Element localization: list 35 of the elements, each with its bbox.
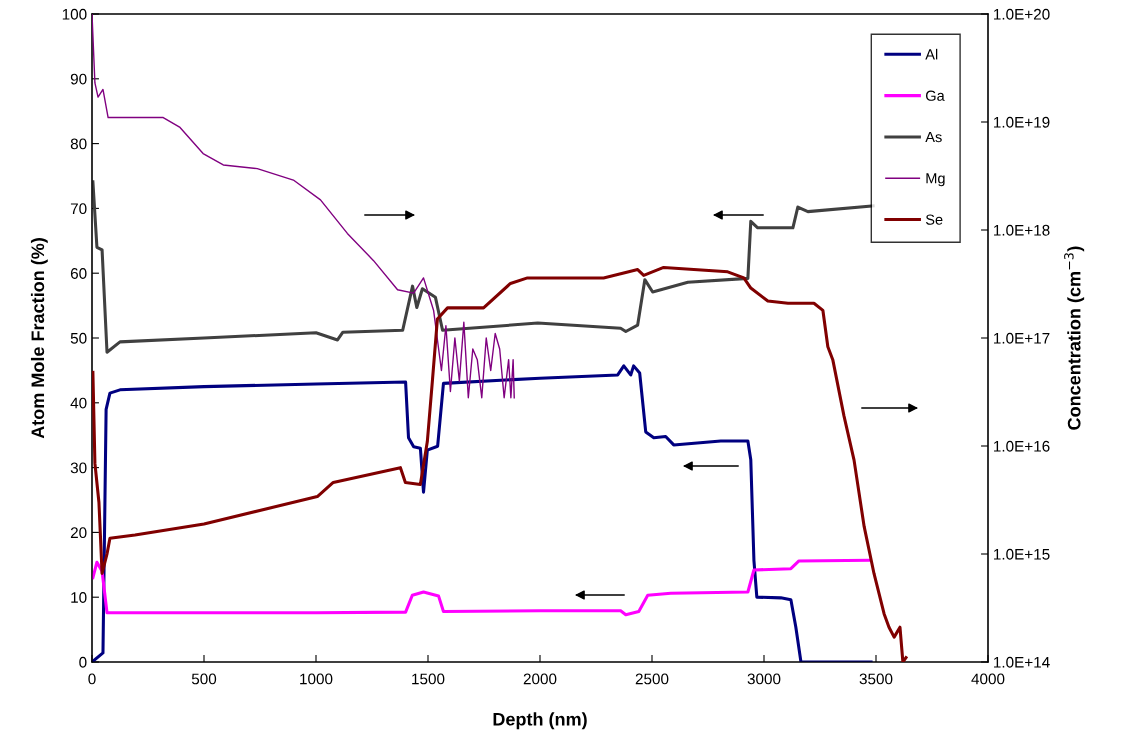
y2-tick-label: 1.0E+19 [994,116,1050,128]
x-tick-label: 4000 [971,673,1005,685]
y-tick-label: 50 [70,332,87,344]
legend-label: As [925,131,942,143]
x-tick-label: 3500 [859,673,893,685]
y-axis-title: Atom Mole Fraction (%) [30,238,48,439]
legend-label: Al [925,48,938,60]
y2-tick-label: 1.0E+18 [994,224,1050,236]
y2-axis-title: Concentration (cm$^{−3}$) [1064,246,1085,430]
y-tick-label: 60 [70,268,87,279]
legend-label: Ga [925,90,945,101]
y-tick-label: 40 [70,397,87,409]
y2-tick-label: 1.0E+14 [994,656,1050,668]
y-tick-label: 80 [70,138,87,150]
y2-tick-label: 1.0E+15 [994,548,1050,560]
y2-tick-label: 1.0E+16 [994,440,1050,452]
y-tick-label: 0 [79,656,87,668]
y-tick-label: 30 [70,462,87,474]
y-tick-label: 10 [71,592,87,603]
y-tick-label: 20 [70,527,87,539]
y2-tick-label: 1.0E+20 [994,8,1050,20]
x-tick-label: 2000 [523,673,557,685]
legend-label: Mg [926,173,945,187]
y-tick-label: 70 [70,203,87,215]
x-tick-label: 1500 [412,673,445,685]
legend-label: Se [925,214,943,225]
x-tick-label: 0 [88,673,96,685]
y2-tick-label: 1.0E+17 [994,332,1050,344]
x-tick-label: 3000 [747,673,781,685]
y-tick-label: 100 [62,8,87,20]
x-tick-label: 500 [191,673,217,685]
x-tick-label: 2500 [635,673,669,685]
x-axis-title: Depth (nm) [493,712,587,730]
y-tick-label: 90 [70,73,87,85]
x-tick-label: 1000 [300,673,333,685]
